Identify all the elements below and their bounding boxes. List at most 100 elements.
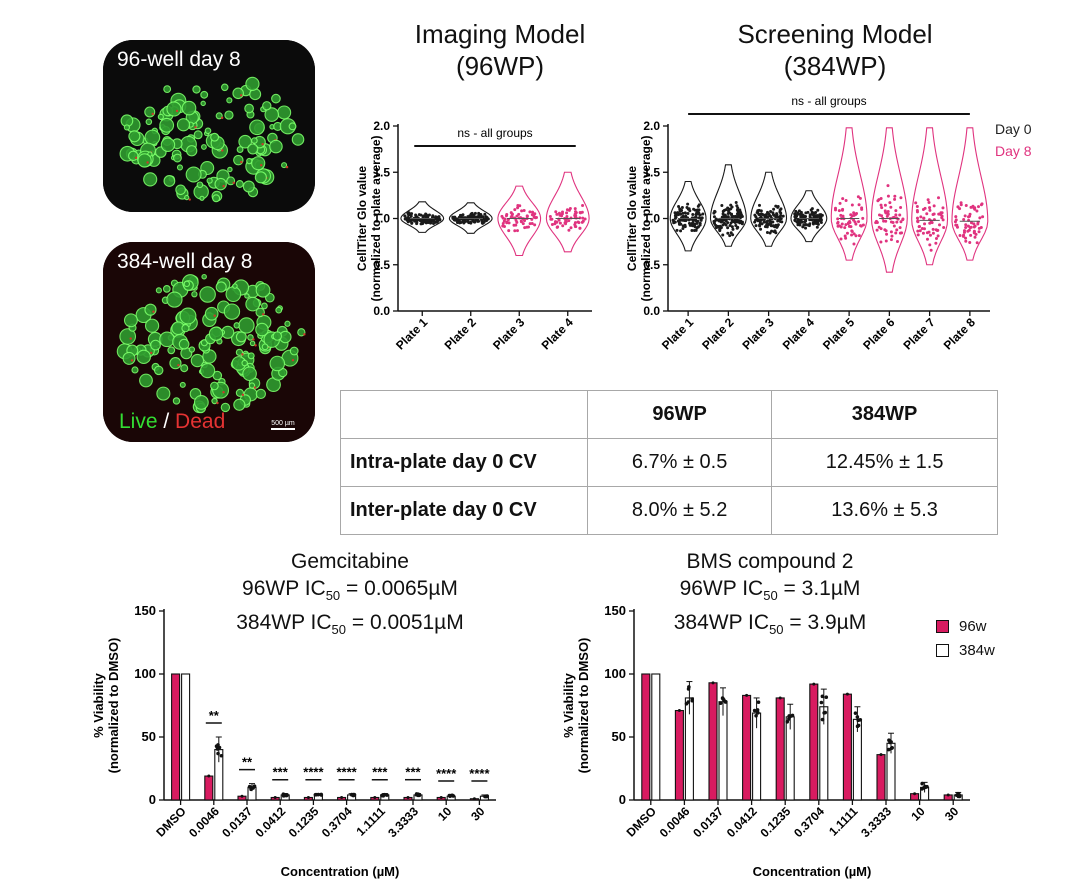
data-point [920,227,924,231]
data-point [453,215,457,219]
data-point [886,184,890,188]
data-point [550,217,554,221]
data-point [550,223,554,227]
data-point [679,229,683,233]
data-point [678,207,682,211]
organoid [179,307,197,325]
data-point [714,226,718,230]
x-tick-label: Plate 8 [941,315,978,352]
data-point [834,208,838,212]
data-point [734,223,738,227]
data-point [936,234,940,238]
organoid [193,130,203,140]
data-point [671,218,675,222]
violin-4 [790,190,828,243]
organoid [166,101,182,117]
cell-96wp: 8.0% ± 5.2 [586,486,773,535]
data-point [787,717,791,721]
data-point [716,218,720,222]
x-tick-label: Plate 1 [659,315,696,352]
data-point [836,217,840,221]
data-point [893,194,897,198]
scale-bar: 500 µm [271,420,295,430]
data-point [731,220,735,224]
data-point [928,208,932,212]
data-point [975,241,979,245]
y-tick-label: 2.0 [643,119,660,133]
data-point [847,221,851,225]
organoid [176,118,191,132]
dead-cell [303,333,306,336]
dead-cell [252,338,255,341]
dead-cell [241,353,244,356]
organoid [119,328,137,345]
ic50-line-96: 96WP IC50 = 0.0065µM [242,577,458,604]
data-point [810,212,814,216]
y-tick-label: 150 [134,603,156,618]
organoid [220,402,231,413]
data-point [501,224,505,228]
organoid [181,100,197,116]
data-point [918,225,922,229]
bar-96w [674,709,684,801]
x-tick-label: 30 [468,804,488,824]
organoid [284,320,291,327]
data-point [918,229,922,233]
data-point [959,203,963,207]
ic50-line-384: 384WP IC50 = 0.0051µM [236,611,464,638]
data-point [858,196,862,200]
data-point [816,218,820,222]
data-point [856,195,860,199]
organoid [235,348,244,357]
organoid [224,110,234,120]
data-point [528,222,532,226]
data-point [520,209,524,213]
y-tick-label: 0 [619,792,626,807]
data-point [724,208,728,212]
data-point [675,228,679,232]
data-point [217,745,222,750]
data-point [976,205,980,209]
dead-cell [129,337,132,340]
x-tick-label: 1.1111 [353,804,388,839]
data-point [756,219,760,223]
data-point [553,222,557,226]
data-point [844,199,848,203]
data-point [940,214,944,218]
organoid [155,287,162,294]
organoid [262,101,272,111]
data-point [745,693,749,697]
organoid [136,349,151,365]
data-point [956,794,961,799]
data-point [895,239,899,243]
y-tick-label: 0.5 [643,258,660,272]
data-point [581,219,585,223]
data-point [966,224,970,228]
data-point [972,229,976,233]
data-point [729,221,733,225]
data-point [769,221,773,225]
data-point [687,685,691,689]
x-tick-label: 0.0046 [657,804,693,840]
organoid [236,146,244,153]
data-point [432,221,436,225]
x-tick-label: Plate 7 [900,315,937,352]
organoid [245,296,261,312]
data-point [439,795,443,799]
data-point [521,222,525,226]
data-point [758,224,762,228]
data-point [721,223,725,227]
data-point [694,228,698,232]
data-point [757,203,761,207]
data-point [854,212,858,216]
data-point [769,224,773,228]
data-point [462,221,466,225]
data-point [802,223,806,227]
data-point [410,212,414,216]
data-point [712,215,716,219]
organoid [247,352,255,360]
data-point [563,221,567,225]
data-point [754,713,758,718]
violin-1 [669,180,707,252]
data-point [971,204,975,208]
